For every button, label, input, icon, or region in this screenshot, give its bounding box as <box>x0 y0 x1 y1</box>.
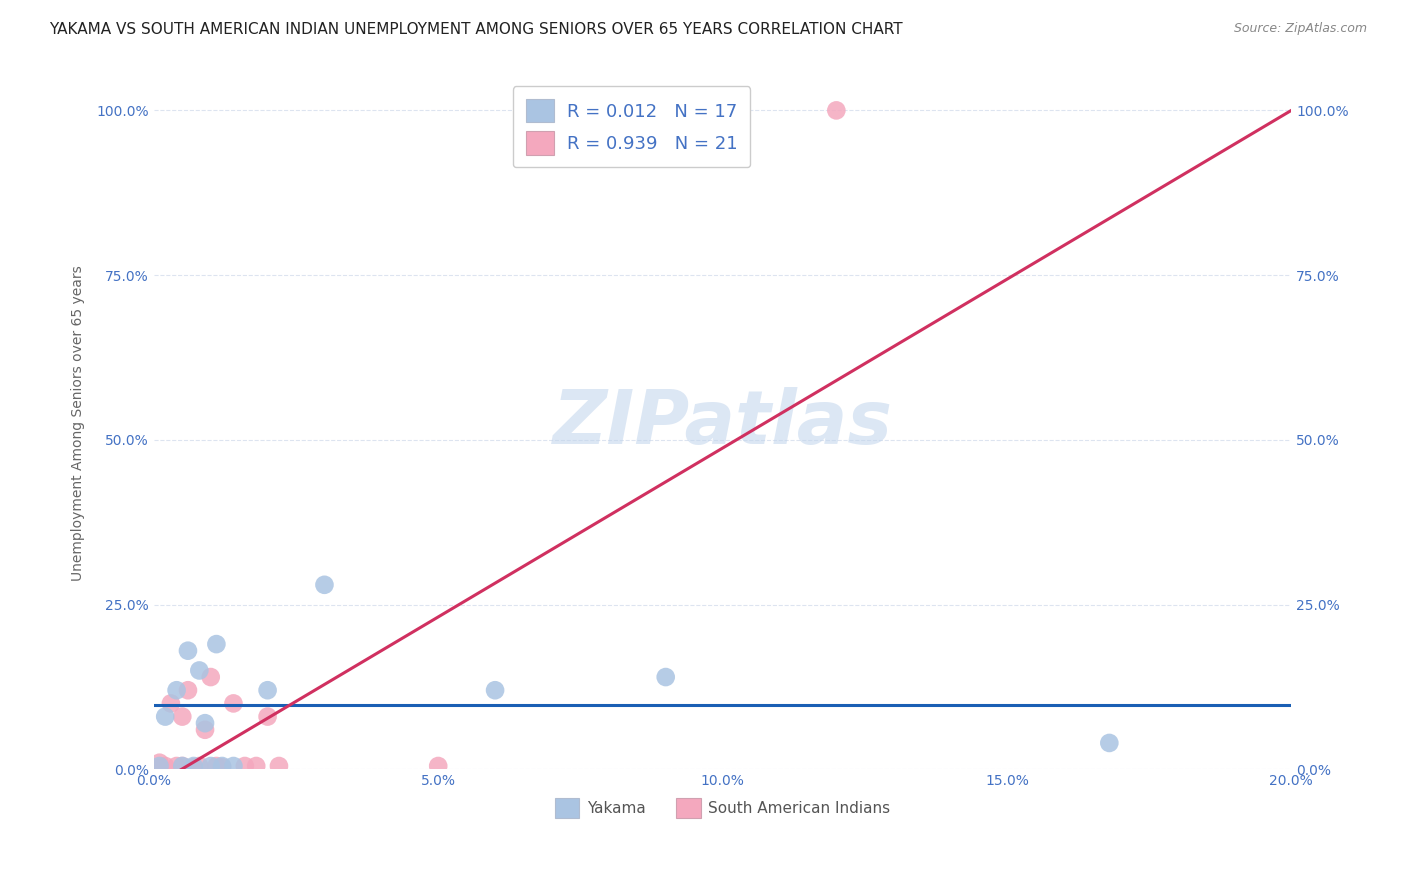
Point <box>825 103 848 118</box>
Point <box>183 759 205 773</box>
Point <box>427 759 450 773</box>
Point <box>1098 736 1121 750</box>
Text: YAKAMA VS SOUTH AMERICAN INDIAN UNEMPLOYMENT AMONG SENIORS OVER 65 YEARS CORRELA: YAKAMA VS SOUTH AMERICAN INDIAN UNEMPLOY… <box>49 22 903 37</box>
Point <box>200 670 222 684</box>
Point <box>211 760 233 774</box>
Point <box>172 709 194 723</box>
Point <box>267 759 290 773</box>
Point <box>654 670 676 684</box>
Legend: Yakama, South American Indians: Yakama, South American Indians <box>548 792 897 824</box>
Point <box>148 756 170 770</box>
Point <box>211 759 233 773</box>
Point <box>155 709 177 723</box>
Point <box>155 759 177 773</box>
Point <box>148 759 170 773</box>
Point <box>194 723 217 737</box>
Point <box>205 637 228 651</box>
Point <box>256 683 278 698</box>
Point <box>160 697 183 711</box>
Point <box>222 697 245 711</box>
Point <box>233 759 256 773</box>
Point <box>188 759 211 773</box>
Point <box>222 759 245 773</box>
Point <box>177 683 200 698</box>
Point <box>314 578 336 592</box>
Point <box>166 683 188 698</box>
Point <box>245 759 267 773</box>
Point <box>183 760 205 774</box>
Point <box>177 643 200 657</box>
Point <box>148 761 170 775</box>
Point <box>172 759 194 773</box>
Text: ZIPatlas: ZIPatlas <box>553 387 893 460</box>
Point <box>205 759 228 773</box>
Point <box>194 716 217 731</box>
Text: Source: ZipAtlas.com: Source: ZipAtlas.com <box>1233 22 1367 36</box>
Point <box>172 759 194 773</box>
Point <box>484 683 506 698</box>
Point <box>188 664 211 678</box>
Point <box>200 759 222 773</box>
Point <box>256 709 278 723</box>
Y-axis label: Unemployment Among Seniors over 65 years: Unemployment Among Seniors over 65 years <box>72 266 86 582</box>
Point <box>166 759 188 773</box>
